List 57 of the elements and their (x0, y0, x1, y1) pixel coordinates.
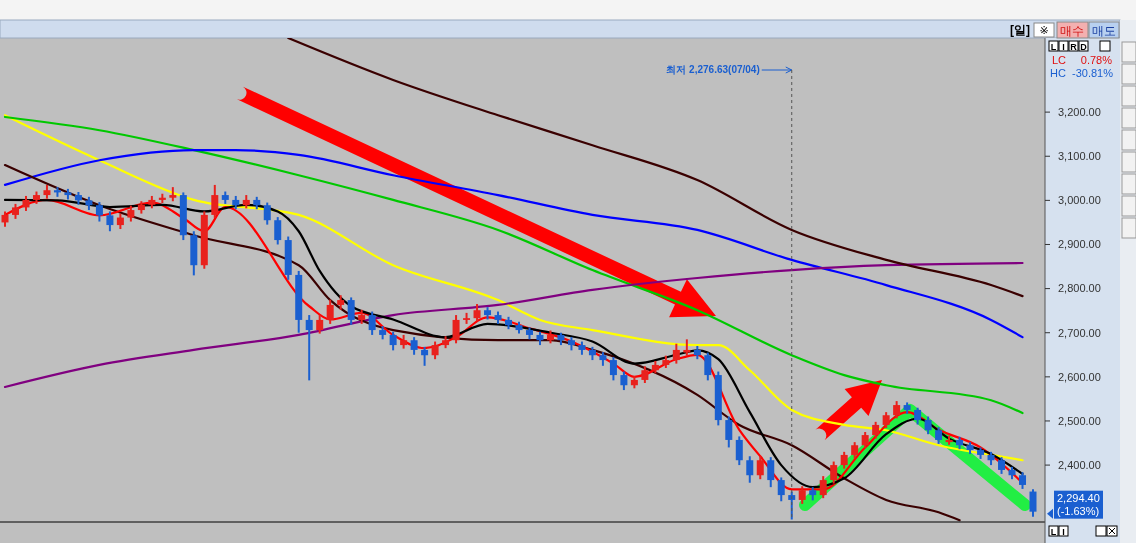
text: L (1050, 527, 1057, 537)
text: L (1050, 42, 1057, 52)
y-tick-label: 3,200.00 (1058, 105, 1101, 118)
candlestick (777, 476, 785, 503)
line-series (3, 163, 961, 522)
text: 0.78% (1080, 54, 1113, 66)
candlestick (326, 298, 334, 325)
candlestick (274, 216, 282, 246)
line-series (287, 38, 1024, 298)
text: [일] (1010, 23, 1030, 37)
y-tick-label: 2,600.00 (1058, 370, 1101, 383)
candlestick (1029, 488, 1037, 518)
line-series (3, 148, 1024, 339)
candlestick (746, 455, 754, 484)
candlestick (725, 415, 733, 449)
y-tick-label: 3,000.00 (1058, 194, 1101, 207)
candlestick (421, 345, 429, 367)
line-series (3, 261, 1024, 389)
text: D (1080, 42, 1088, 52)
text: 매수 (1060, 24, 1084, 38)
text: I (1062, 42, 1065, 52)
candlestick (95, 201, 103, 223)
candlestick (106, 210, 114, 233)
candlestick (672, 342, 680, 365)
text: 2,294.40 (1057, 491, 1100, 504)
candlestick (389, 330, 397, 352)
annotation: 최저 2,276.63(07/04) (666, 64, 760, 75)
y-tick-label: 3,100.00 (1058, 150, 1101, 163)
candlestick (263, 201, 271, 226)
text: 매도 (1092, 24, 1116, 38)
candlestick (347, 296, 355, 326)
candlestick (788, 490, 796, 521)
candlestick (756, 455, 764, 481)
candlestick (452, 314, 460, 345)
candlestick (735, 435, 743, 467)
text: HC (1050, 67, 1066, 79)
y-tick-label: 2,800.00 (1058, 282, 1101, 295)
snowflake-icon: ※ (1033, 22, 1055, 38)
candlestick (316, 314, 324, 335)
candlestick (368, 310, 376, 336)
y-tick-label: 2,700.00 (1058, 326, 1101, 339)
y-tick-label: 2,500.00 (1058, 414, 1101, 427)
text: I (1062, 527, 1065, 537)
y-tick-label: 2,900.00 (1058, 238, 1101, 251)
candlestick (830, 460, 838, 485)
candlestick (609, 355, 617, 382)
y-tick-label: 2,400.00 (1058, 458, 1101, 471)
candlestick (620, 370, 628, 392)
text: -30.81% (1072, 67, 1114, 79)
candlestick (767, 456, 775, 489)
candlestick (704, 351, 712, 382)
text: LC (1052, 54, 1067, 66)
candlestick (211, 183, 219, 220)
text: (-1.63%) (1057, 504, 1100, 517)
candlestick (819, 475, 827, 500)
text: R (1070, 42, 1078, 52)
candlestick (305, 314, 313, 382)
